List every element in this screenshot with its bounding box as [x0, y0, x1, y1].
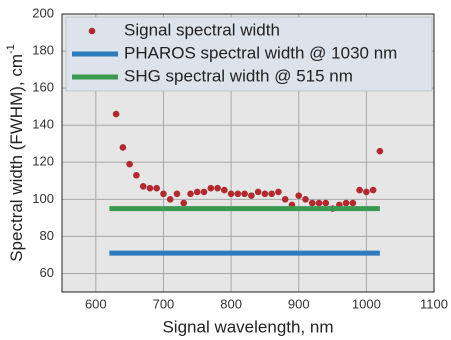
- point: [112, 110, 120, 118]
- point: [369, 186, 377, 194]
- point: [275, 188, 282, 196]
- x-axis-label: Signal wavelength, nm: [162, 317, 333, 336]
- point: [261, 190, 269, 198]
- y-axis-label-sup: -1: [5, 44, 17, 54]
- plot-frame: [61, 13, 435, 293]
- point: [193, 188, 201, 196]
- x-tick-label: 900: [288, 296, 310, 311]
- point: [241, 190, 248, 198]
- point: [173, 190, 181, 198]
- point: [356, 186, 363, 194]
- point: [342, 199, 350, 207]
- x-tick-label: 1000: [352, 296, 381, 311]
- y-axis-label-text: Spectral width (FWHM), cm: [7, 54, 26, 262]
- point: [308, 199, 316, 207]
- point: [153, 184, 160, 192]
- point: [268, 190, 275, 198]
- point: [254, 188, 262, 196]
- y-tick-label: 140: [32, 117, 54, 132]
- point: [234, 190, 242, 198]
- y-tick-label: 80: [40, 228, 54, 243]
- point: [166, 196, 174, 203]
- point: [187, 190, 194, 198]
- legend-label: SHG spectral width @ 515 nm: [124, 66, 353, 85]
- legend-box: [65, 16, 433, 92]
- point: [315, 199, 323, 207]
- x-tick-label: 600: [85, 296, 107, 311]
- legend-marker: [88, 27, 96, 35]
- y-axis-label: Spectral width (FWHM), cm-1: [5, 44, 27, 262]
- y-tick-label: 60: [40, 265, 54, 280]
- point: [281, 196, 289, 203]
- marks: [109, 110, 384, 256]
- legend: Signal spectral width PHAROS spectral wid…: [65, 16, 433, 92]
- point: [363, 188, 370, 196]
- x-tick-label: 800: [220, 296, 242, 311]
- x-tick-label: 700: [153, 296, 175, 311]
- point: [119, 144, 127, 151]
- x-tick-label: 1100: [420, 296, 448, 311]
- y-tick-label: 160: [32, 80, 54, 95]
- y-tick-label: 100: [32, 191, 54, 206]
- point: [214, 184, 221, 192]
- point: [248, 192, 255, 199]
- point: [146, 184, 154, 192]
- point: [207, 184, 215, 192]
- point: [160, 190, 167, 198]
- point: [322, 199, 330, 207]
- point: [227, 190, 235, 198]
- point: [295, 192, 303, 199]
- point: [302, 196, 309, 203]
- point: [221, 186, 228, 194]
- point: [376, 147, 384, 155]
- point: [139, 183, 147, 190]
- point: [180, 199, 188, 207]
- legend-label: Signal spectral width: [124, 20, 280, 39]
- y-tick-label: 200: [32, 5, 54, 20]
- y-tick-label: 120: [32, 154, 54, 169]
- point: [126, 160, 133, 168]
- point: [200, 188, 208, 196]
- y-tick-label: 180: [32, 43, 54, 58]
- point: [349, 199, 357, 207]
- point: [133, 171, 140, 179]
- legend-label: PHAROS spectral width @ 1030 nm: [124, 43, 397, 62]
